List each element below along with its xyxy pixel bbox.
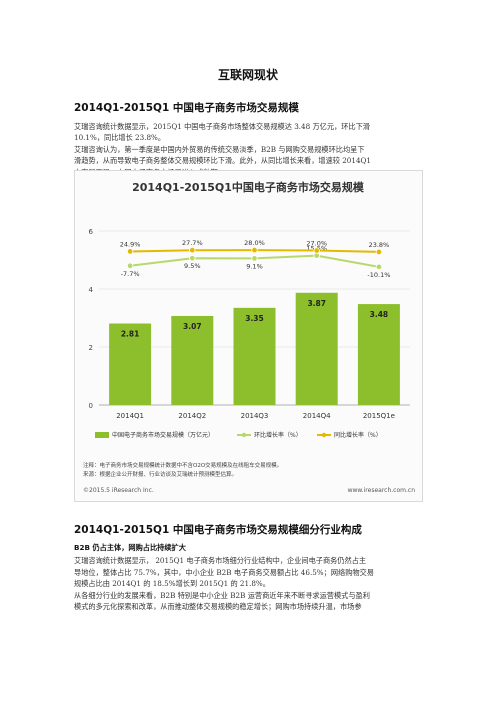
- x-tick-label: 2014Q2: [178, 412, 206, 420]
- section1-heading: 2014Q1-2015Q1 中国电子商务市场交易规模: [74, 102, 299, 114]
- yoy-rate-label: 24.9%: [120, 240, 141, 248]
- bar-value-label: 3.07: [183, 322, 202, 331]
- mom-rate-point: [126, 262, 134, 269]
- mom-rate-label: -10.1%: [367, 271, 390, 279]
- bar: [171, 315, 214, 405]
- bar-value-label: 3.35: [245, 314, 264, 323]
- legend-swatch-bar: [95, 432, 109, 438]
- yoy-rate-label: 27.7%: [182, 239, 203, 247]
- section1-line: 滑趋势，从而导致电子商务整体交易规模环比下滑。此外，从同比增长来看，增速较 20…: [74, 156, 371, 165]
- x-tick-label: 2015Q1e: [363, 412, 395, 420]
- document-title: 互联网现状: [217, 68, 278, 82]
- section2-subheading: B2B 仍占主体，网购占比持续扩大: [74, 543, 186, 552]
- bar: [295, 292, 338, 405]
- legend-label: 环比增长率（%）: [254, 431, 302, 439]
- section2-line: 模式的多元化探索和改革，从而推动整体交易规模的稳定增长；网购市场持续升温，市场参: [74, 602, 362, 611]
- section2-line: 规模占比由 2014Q1 的 18.5%增长到 2015Q1 的 21.8%。: [74, 579, 270, 588]
- mom-rate-point: [189, 255, 196, 262]
- yoy-rate-point: [251, 246, 258, 254]
- legend-swatch-point: [321, 432, 327, 438]
- mom-rate-label: 9.5%: [184, 262, 201, 270]
- section2-heading: 2014Q1-2015Q1 中国电子商务市场交易规模细分行业构成: [74, 524, 362, 536]
- mom-rate-point: [375, 263, 383, 271]
- bar: [233, 307, 276, 405]
- bar: [109, 323, 152, 405]
- chart-source: 来源：根据企业公开财报、行业访谈及艾瑞统计预测模型估算。: [83, 470, 237, 478]
- bar-value-label: 3.87: [307, 299, 326, 308]
- x-tick-label: 2014Q3: [241, 412, 269, 420]
- mom-rate-label: 9.1%: [246, 262, 263, 270]
- yoy-rate-label: 23.8%: [369, 241, 390, 249]
- mom-rate-point: [251, 255, 258, 262]
- yoy-rate-label: 28.0%: [244, 239, 265, 247]
- chart-title: 2014Q1-2015Q1中国电子商务市场交易规模: [132, 180, 365, 194]
- legend-label: 同比增长率（%）: [334, 431, 382, 439]
- yoy-rate-point: [126, 248, 134, 255]
- bar-value-label: 3.48: [370, 310, 389, 319]
- yoy-rate-point: [189, 247, 196, 254]
- y-tick-label: 6: [89, 228, 94, 236]
- section2-line: 从各细分行业的发展来看，B2B 特别是中小企业 B2B 运营商近年来不断寻求运营…: [74, 591, 370, 600]
- y-tick-label: 0: [89, 402, 93, 410]
- section1-line: 艾瑞咨询认为，第一季度是中国内外贸易的传统交易淡季，B2B 与网购交易规模环比均…: [74, 145, 365, 154]
- yoy-rate-label: 27.0%: [306, 240, 327, 248]
- section1-line: 艾瑞咨询统计数据显示，2015Q1 中国电子商务市场整体交易规模达 3.48 万…: [74, 122, 370, 131]
- chart-svg: 2014Q1-2015Q1中国电子商务市场交易规模 0 2 4 6 2.81 2014Q1…: [83, 180, 416, 494]
- bar: [357, 304, 400, 405]
- yoy-rate-point: [313, 247, 320, 254]
- chart-figure: 2014Q1-2015Q1中国电子商务市场交易规模 0 2 4 6 2.81 2014Q1…: [74, 170, 423, 502]
- mom-rate-label: -7.7%: [121, 270, 140, 278]
- yoy-rate-point: [375, 248, 383, 256]
- x-tick-label: 2014Q1: [116, 412, 144, 420]
- legend-label: 中国电子商务市场交易规模（万亿元）: [112, 431, 214, 439]
- section2-line: 导地位，整体占比 75.7%，其中，中小企业 B2B 电子商务交易额占比 46.…: [74, 568, 374, 577]
- chart-website: www.iresearch.com.cn: [348, 487, 416, 494]
- chart-note: 注释：电子商务市场交易规模统计数据中不含O2O交易规模及在线租车交易规模。: [83, 461, 282, 469]
- section1-line: 10.1%，同比增长 23.8%。: [74, 133, 166, 142]
- y-tick-label: 2: [89, 344, 93, 352]
- bar-value-label: 2.81: [121, 330, 140, 339]
- y-tick-label: 4: [89, 286, 94, 294]
- legend-swatch-point: [241, 432, 247, 438]
- chart-copyright: ©2015.5 iResearch Inc.: [83, 487, 154, 494]
- section2-line: 艾瑞咨询统计数据显示， 2015Q1 电子商务市场细分行业结构中，企业间电子商务…: [74, 556, 367, 565]
- x-tick-label: 2014Q4: [303, 412, 331, 420]
